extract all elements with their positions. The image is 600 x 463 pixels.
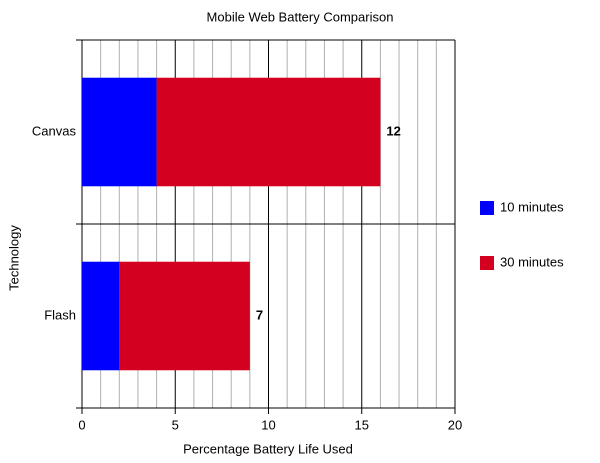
x-axis-label: Percentage Battery Life Used (183, 441, 353, 456)
x-tick-label: 10 (261, 417, 275, 432)
legend-swatch (480, 256, 494, 270)
data-label: 12 (386, 123, 400, 138)
legend-swatch (480, 201, 494, 215)
bar-segment (119, 261, 250, 371)
y-tick-label: Canvas (32, 123, 77, 138)
bar-segment (156, 77, 381, 187)
data-label: 7 (256, 307, 263, 322)
x-tick-label: 20 (448, 417, 462, 432)
bar-segment (82, 77, 157, 187)
x-tick-label: 15 (355, 417, 369, 432)
bar-segment (82, 261, 120, 371)
y-tick-label: Flash (44, 307, 76, 322)
chart-title: Mobile Web Battery Comparison (207, 9, 394, 24)
x-tick-label: 5 (172, 417, 179, 432)
y-axis-label: Technology (6, 225, 21, 291)
legend-label: 30 minutes (500, 254, 564, 269)
legend-label: 10 minutes (500, 199, 564, 214)
x-tick-label: 0 (78, 417, 85, 432)
